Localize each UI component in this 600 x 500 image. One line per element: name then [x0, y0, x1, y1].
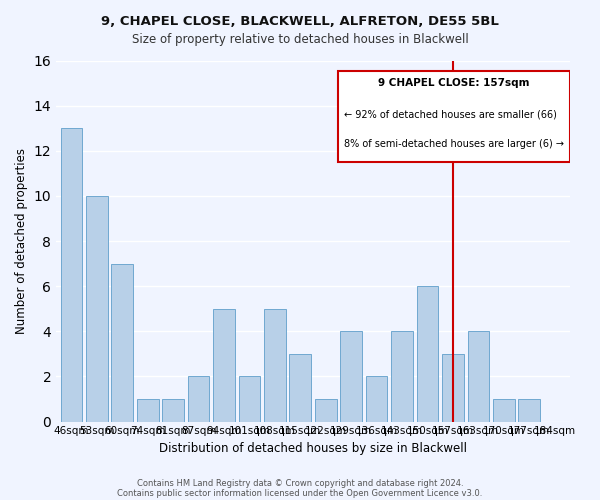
X-axis label: Distribution of detached houses by size in Blackwell: Distribution of detached houses by size … — [159, 442, 467, 455]
Text: ← 92% of detached houses are smaller (66): ← 92% of detached houses are smaller (66… — [344, 110, 556, 120]
Bar — [366, 376, 388, 422]
Bar — [163, 399, 184, 421]
Bar — [86, 196, 107, 422]
Bar — [493, 399, 515, 421]
Text: Contains HM Land Registry data © Crown copyright and database right 2024.: Contains HM Land Registry data © Crown c… — [137, 478, 463, 488]
Text: 8% of semi-detached houses are larger (6) →: 8% of semi-detached houses are larger (6… — [344, 139, 563, 149]
Bar — [239, 376, 260, 422]
Text: 9 CHAPEL CLOSE: 157sqm: 9 CHAPEL CLOSE: 157sqm — [379, 78, 530, 88]
Bar — [264, 308, 286, 422]
FancyBboxPatch shape — [338, 72, 570, 162]
Bar — [467, 332, 489, 422]
Bar — [340, 332, 362, 422]
Bar — [112, 264, 133, 422]
Bar — [518, 399, 540, 421]
Bar — [391, 332, 413, 422]
Text: Size of property relative to detached houses in Blackwell: Size of property relative to detached ho… — [131, 32, 469, 46]
Text: Contains public sector information licensed under the Open Government Licence v3: Contains public sector information licen… — [118, 488, 482, 498]
Bar — [315, 399, 337, 421]
Bar — [289, 354, 311, 422]
Bar — [61, 128, 82, 422]
Text: 9, CHAPEL CLOSE, BLACKWELL, ALFRETON, DE55 5BL: 9, CHAPEL CLOSE, BLACKWELL, ALFRETON, DE… — [101, 15, 499, 28]
Y-axis label: Number of detached properties: Number of detached properties — [15, 148, 28, 334]
Bar — [442, 354, 464, 422]
Bar — [137, 399, 158, 421]
Bar — [416, 286, 438, 422]
Bar — [213, 308, 235, 422]
Bar — [188, 376, 209, 422]
